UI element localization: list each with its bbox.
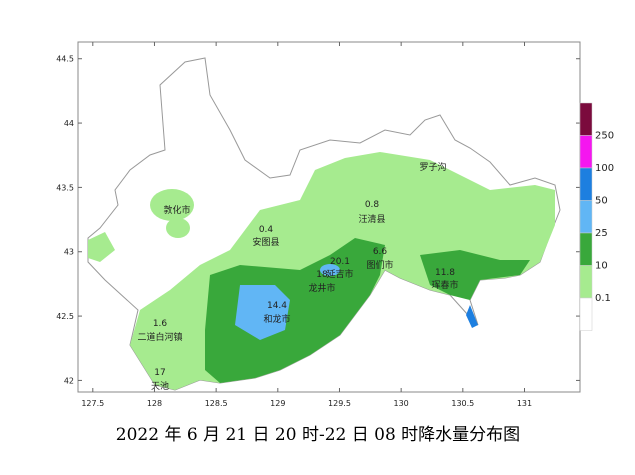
rain-light <box>150 189 194 221</box>
place-value: 0.8 <box>365 200 380 210</box>
x-tick-label: 128 <box>147 399 162 408</box>
x-tick-label: 129 <box>270 399 285 408</box>
legend-label: 250 <box>595 131 614 142</box>
place-value: 20.1 <box>330 257 350 267</box>
y-tick-label: 43 <box>64 248 74 257</box>
legend-label: 100 <box>595 163 614 174</box>
legend-label: 0.1 <box>595 293 611 304</box>
x-tick-label: 129.5 <box>328 399 351 408</box>
legend-swatch <box>579 265 593 299</box>
place-name: 罗子沟 <box>419 161 446 173</box>
x-tick-label: 130 <box>394 399 409 408</box>
place-name: 敦化市 <box>163 204 190 216</box>
place-name: 图们市 <box>366 259 393 271</box>
place-name: 二道白河镇 <box>137 331 182 343</box>
place-name: 延吉市 <box>326 268 353 280</box>
legend-swatch <box>579 297 593 331</box>
rain-light <box>166 218 190 238</box>
place-value: 11.8 <box>435 268 455 278</box>
legend-label: 50 <box>595 196 608 207</box>
legend-swatch <box>579 167 593 201</box>
place-value: 6.6 <box>373 247 388 257</box>
place-value: 18 <box>316 270 328 280</box>
legend-swatch <box>579 102 593 136</box>
x-tick-label: 131 <box>517 399 532 408</box>
y-tick-label: 42 <box>64 376 74 385</box>
place-value: 17 <box>154 368 165 378</box>
place-value: 1.6 <box>153 319 168 329</box>
place-name: 安图县 <box>252 236 279 248</box>
rain-heavy <box>320 264 340 276</box>
x-tick-label: 128.5 <box>205 399 228 408</box>
legend-swatch <box>579 200 593 234</box>
rain-moderate <box>205 238 385 383</box>
x-tick-label: 130.5 <box>451 399 474 408</box>
caption: 2022 年 6 月 21 日 20 时-22 日 08 时降水量分布图 <box>116 425 520 445</box>
place-name: 和龙市 <box>263 313 290 325</box>
legend-swatch <box>579 135 593 169</box>
y-tick-label: 44 <box>64 119 74 128</box>
y-tick-label: 43.5 <box>56 183 74 192</box>
legend-label: 25 <box>595 228 608 239</box>
rain-heavy <box>235 285 290 340</box>
legend-swatch <box>579 232 593 266</box>
legend-label: 10 <box>595 261 608 272</box>
place-name: 龙井市 <box>308 282 335 294</box>
place-value: 0.4 <box>259 225 274 235</box>
rain-moderate <box>420 250 530 300</box>
place-value: 14.4 <box>267 301 287 311</box>
place-name: 天池 <box>151 380 169 392</box>
y-tick-label: 42.5 <box>56 312 74 321</box>
water <box>466 305 478 328</box>
x-tick-label: 127.5 <box>81 399 104 408</box>
place-name: 汪清县 <box>358 213 385 225</box>
rain-light <box>88 232 115 262</box>
place-name: 珲春市 <box>431 279 458 291</box>
y-tick-label: 44.5 <box>56 55 74 64</box>
